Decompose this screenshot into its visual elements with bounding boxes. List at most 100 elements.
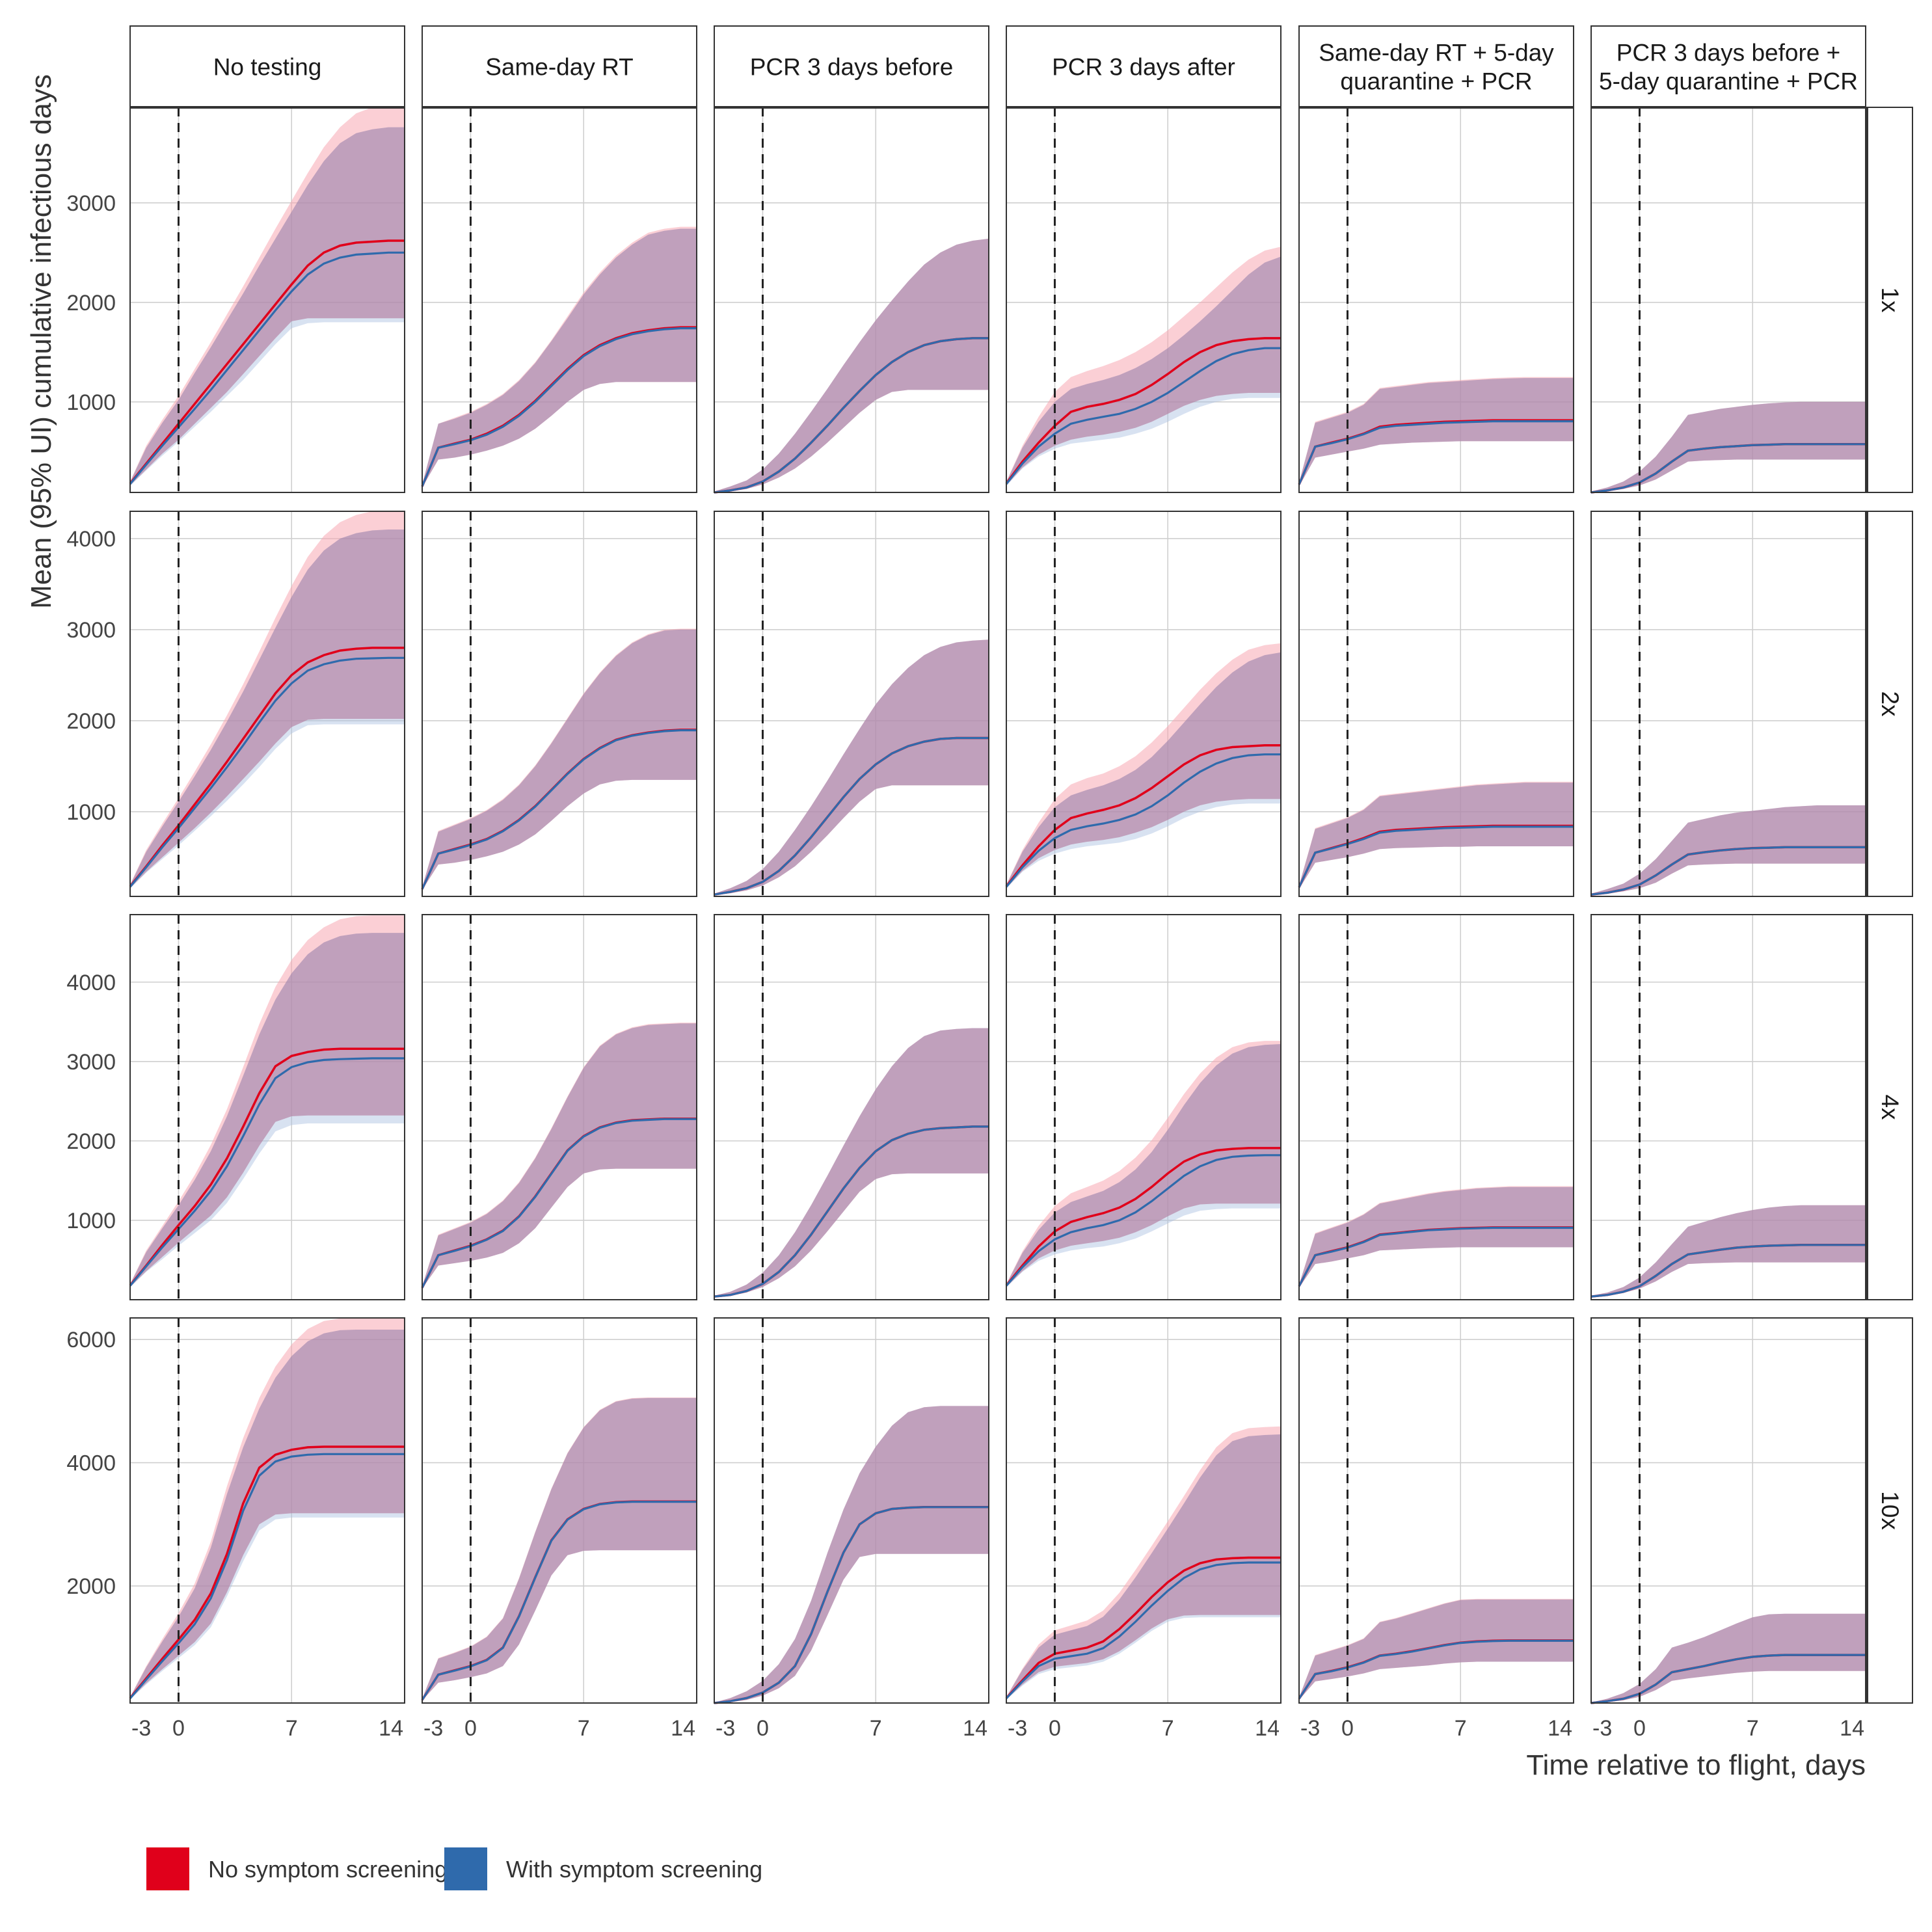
mean-line-with-screening [1298, 420, 1574, 485]
band-no-screening [422, 226, 697, 488]
panel-frame [714, 1317, 989, 1704]
band-with-screening [130, 1330, 405, 1700]
panel-frame [422, 511, 697, 897]
panel-4x-same-day-rt-5-day-quarantine-pcr [1298, 914, 1574, 1300]
band-overlap [714, 238, 989, 493]
x-tick-label: -3 [1008, 1716, 1027, 1741]
panel-1x-same-day-rt-5-day-quarantine-pcr [1298, 107, 1574, 493]
strip-pcr-3-days-before-5-day-quarantine-pcr: PCR 3 days before +5-day quarantine + PC… [1590, 25, 1866, 109]
band-with-screening [422, 629, 697, 891]
band-with-screening [1299, 1187, 1574, 1288]
x-tick-label: 7 [286, 1716, 298, 1741]
row-strip-10x: 10x [1866, 1317, 1913, 1704]
y-tick-label: 2000 [66, 291, 116, 315]
panel-frame [1298, 1317, 1574, 1704]
x-axis-title: Time relative to flight, days [1526, 1749, 1866, 1781]
y-tick-label: 4000 [66, 971, 116, 995]
strip-box [714, 25, 989, 108]
row-strip-box [1866, 511, 1913, 897]
band-with-screening [714, 1028, 989, 1297]
x-tick-label: 7 [1455, 1716, 1467, 1741]
y-tick-label: 6000 [66, 1328, 116, 1352]
strip-label: Same-day RT [485, 54, 634, 81]
band-with-screening [422, 1398, 697, 1701]
mean-line-no-screening [129, 1047, 405, 1287]
band-no-screening [422, 1397, 697, 1701]
strip-label: PCR 3 days after [1052, 54, 1235, 81]
mean-line-with-screening [1590, 1654, 1866, 1704]
legend-label-no-screening: No symptom screening [208, 1856, 448, 1883]
row-strip-label: 2x [1877, 691, 1903, 717]
mean-line-no-screening [129, 1445, 405, 1699]
band-overlap [714, 1406, 989, 1704]
panel-10x-same-day-rt-5-day-quarantine-pcr [1298, 1317, 1574, 1704]
band-overlap [1299, 378, 1574, 487]
panel-frame [1006, 1317, 1281, 1704]
band-with-screening [422, 1023, 697, 1289]
band-overlap [422, 629, 697, 891]
y-tick-label: 2000 [66, 1574, 116, 1599]
band-no-screening [130, 1318, 405, 1700]
strip-label: PCR 3 days before + [1617, 40, 1841, 66]
panel-frame [422, 914, 697, 1300]
band-with-screening [1299, 783, 1574, 889]
panel-10x-same-day-rt [421, 1317, 697, 1704]
mean-line-with-screening [1590, 443, 1866, 494]
mean-line-no-screening [1005, 337, 1281, 485]
panel-2x-same-day-rt [421, 511, 697, 897]
panel-2x-same-day-rt-5-day-quarantine-pcr [1298, 511, 1574, 897]
strip-box [1006, 25, 1281, 108]
y-tick-label: 4000 [66, 1451, 116, 1476]
x-tick-label: -3 [1592, 1716, 1612, 1741]
mean-line-with-screening [1298, 825, 1574, 888]
y-tick-label: 2000 [66, 1129, 116, 1154]
band-overlap [422, 1398, 697, 1701]
band-no-screening [714, 639, 989, 895]
panel-1x-no-testing [129, 107, 405, 493]
panel-frame [129, 511, 405, 897]
mean-line-with-screening [1005, 1154, 1281, 1287]
row-strip-2x: 2x [1866, 511, 1913, 897]
strip-label: quarantine + PCR [1340, 68, 1532, 95]
x-tick-label: 14 [963, 1716, 987, 1741]
panel-2x-pcr-3-days-before-5-day-quarantine-pcr [1590, 511, 1866, 897]
strip-label: PCR 3 days before [750, 54, 954, 81]
band-no-screening [714, 238, 989, 493]
band-overlap [422, 1023, 697, 1289]
strip-label: Same-day RT + 5-day [1319, 40, 1554, 66]
x-tick-label: 7 [1747, 1716, 1759, 1741]
band-no-screening [130, 511, 405, 889]
row-strip-box [1866, 107, 1913, 493]
mean-line-with-screening [1590, 1244, 1866, 1298]
y-tick-label: 2000 [66, 709, 116, 734]
band-overlap [130, 1330, 405, 1700]
row-strips: 1x 2x 4x 10x [1866, 107, 1913, 1704]
x-tick-label: 14 [1548, 1716, 1572, 1741]
band-overlap [1006, 1044, 1281, 1287]
band-overlap [1299, 1599, 1574, 1700]
x-tick-label: 0 [172, 1716, 185, 1741]
column-strips: No testing Same-day RT PCR 3 days before PC… [129, 25, 1866, 109]
strip-box [422, 25, 697, 108]
mean-line-with-screening [421, 1501, 697, 1701]
x-tick-label: 7 [1162, 1716, 1174, 1741]
y-tick-label: 4000 [66, 527, 116, 552]
panel-frame [129, 1317, 405, 1704]
panel-4x-no-testing [129, 914, 405, 1300]
band-overlap [714, 639, 989, 895]
mean-line-with-screening [1005, 347, 1281, 485]
mean-line-no-screening [129, 647, 405, 887]
legend-swatch-no-screening [146, 1847, 189, 1890]
row-strip-4x: 4x [1866, 914, 1913, 1300]
panel-4x-pcr-3-days-before [714, 914, 989, 1300]
y-axis-ticks: 1000 2000 3000 1000 2000 3000 4000 1000 2000 3000… [66, 191, 116, 1599]
panel-frame [1298, 914, 1574, 1300]
y-tick-label: 1000 [66, 390, 116, 415]
strip-pcr-3-days-before: PCR 3 days before [714, 25, 989, 109]
band-with-screening [1006, 1434, 1281, 1700]
band-overlap [1299, 783, 1574, 889]
mean-line-no-screening [1005, 1147, 1281, 1287]
band-with-screening [130, 127, 405, 487]
legend: No symptom screening With symptom screen… [146, 1847, 762, 1890]
mean-line-with-screening [1005, 1561, 1281, 1700]
